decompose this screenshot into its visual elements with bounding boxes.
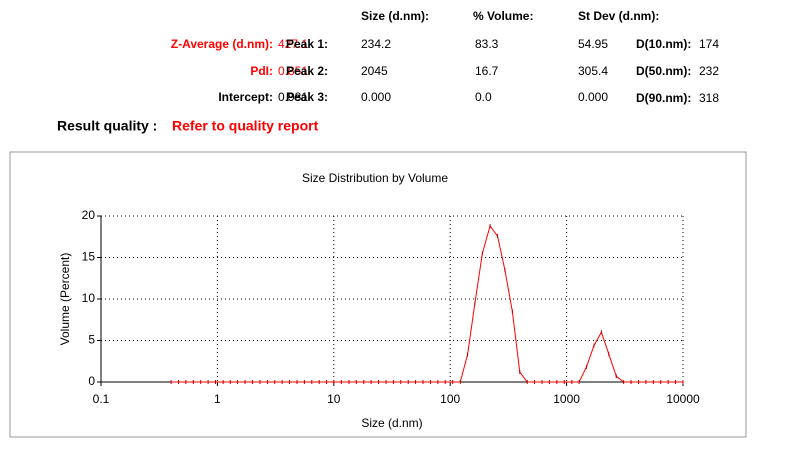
summary-value: 0.981	[278, 90, 308, 104]
column-header: % Volume:	[473, 9, 533, 23]
d-label: D(10.nm):	[636, 37, 691, 51]
chart-frame	[9, 151, 747, 438]
x-axis-label: Size (d.nm)	[361, 416, 422, 430]
y-tick-label: 10	[82, 291, 96, 305]
summary-value: 0.851	[278, 64, 308, 78]
quality-label: Result quality :	[57, 118, 157, 134]
summary-label: Intercept:	[218, 90, 273, 104]
x-tick-label: 10000	[666, 392, 700, 406]
x-tick-label: 100	[440, 392, 460, 406]
x-tick-label: 1000	[553, 392, 580, 406]
peak-size: 0.000	[361, 90, 391, 104]
peak-label: Peak 3:	[286, 90, 328, 104]
column-header: St Dev (d.nm):	[578, 9, 659, 23]
d-label: D(50.nm):	[636, 64, 691, 78]
y-axis-label: Volume (Percent)	[58, 253, 72, 346]
peak-size: 2045	[361, 64, 388, 78]
peak-volume: 83.3	[475, 37, 499, 51]
d-value: 174	[699, 37, 719, 51]
x-tick-label: 10	[327, 392, 341, 406]
y-tick-label: 0	[88, 374, 95, 388]
d-value: 318	[699, 91, 719, 105]
x-tick-label: 1	[214, 392, 221, 406]
peak-label: Peak 2:	[286, 64, 328, 78]
peak-stdev: 0.000	[578, 90, 608, 104]
y-tick-label: 15	[82, 250, 96, 264]
summary-label: PdI:	[250, 64, 273, 78]
y-tick-label: 5	[88, 333, 95, 347]
d-value: 232	[699, 64, 719, 78]
peak-stdev: 305.4	[578, 64, 608, 78]
d-label: D(90.nm):	[636, 91, 691, 105]
peak-stdev: 54.95	[578, 37, 608, 51]
y-tick-label: 20	[82, 208, 96, 222]
summary-label: Z-Average (d.nm):	[171, 37, 273, 51]
peak-volume: 16.7	[475, 64, 499, 78]
summary-value: 427.1	[278, 37, 308, 51]
column-header: Size (d.nm):	[361, 9, 429, 23]
peak-label: Peak 1:	[286, 37, 328, 51]
series-line	[171, 224, 683, 383]
quality-value: Refer to quality report	[172, 118, 319, 134]
peak-size: 234.2	[361, 37, 391, 51]
x-tick-label: 0.1	[93, 392, 110, 406]
peak-volume: 0.0	[475, 90, 492, 104]
chart-title: Size Distribution by Volume	[302, 171, 448, 185]
